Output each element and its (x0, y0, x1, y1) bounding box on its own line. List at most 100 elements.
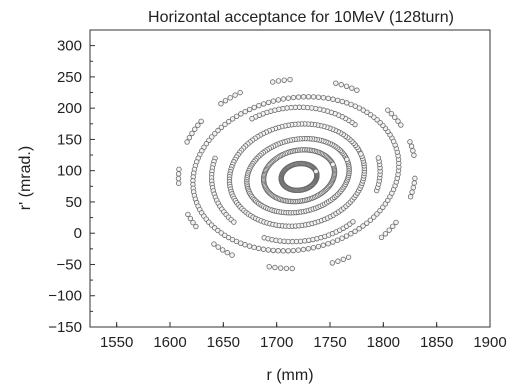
data-point-series-6 (367, 217, 374, 223)
data-point-series-6 (256, 102, 262, 109)
y-axis-title: r' (mrad.) (17, 146, 34, 210)
data-point-series-6 (364, 220, 370, 226)
data-point-series-7 (349, 85, 355, 91)
data-point-series-6 (206, 137, 212, 144)
data-point-series-7 (354, 87, 360, 93)
data-point-series-7 (343, 83, 350, 89)
data-point-series-7 (385, 107, 391, 113)
data-point-series-7 (338, 81, 344, 88)
data-point-series-1 (313, 168, 319, 175)
data-point-series-6 (275, 248, 281, 254)
x-tick-label: 1750 (313, 334, 346, 351)
x-axis: 1550 1600 1650 1700 1750 1800 1850 1900 (100, 322, 507, 351)
data-point-series-7 (340, 256, 346, 263)
data-point-series-7 (229, 252, 235, 258)
data-point-series-7 (412, 175, 418, 182)
data-point-series-7 (272, 264, 278, 271)
data-point-series-6 (310, 94, 317, 100)
data-point-series-6 (242, 242, 248, 248)
data-point-series-6 (212, 130, 218, 137)
data-point-series-7 (386, 227, 392, 233)
data-point-series-7 (345, 254, 352, 260)
data-point-series-7 (411, 180, 417, 186)
data-point-series-7 (283, 265, 290, 272)
y-tick-label: 50 (65, 194, 82, 211)
y-axis: 300 250 200 150 100 50 0 −50 −100 −150 (48, 38, 95, 336)
data-point-series-6 (374, 211, 380, 217)
data-point-series-6 (343, 233, 350, 239)
x-tick-label: 1800 (367, 334, 400, 351)
data-point-series-6 (390, 138, 397, 145)
data-point-series-7 (222, 97, 229, 104)
data-point-series-7 (189, 130, 195, 137)
y-tick-label: −100 (48, 288, 82, 305)
data-point-series-6 (343, 100, 350, 106)
data-point-series-7 (211, 241, 217, 247)
data-point-series-7 (378, 234, 385, 241)
y-tick-label: 150 (57, 131, 82, 148)
data-point-series-7 (219, 247, 226, 253)
data-point-series-7 (186, 134, 193, 141)
data-point-series-7 (390, 223, 396, 230)
x-tick-label: 1650 (207, 334, 240, 351)
data-point-series-6 (352, 228, 358, 234)
x-tick-label: 1600 (153, 334, 186, 351)
data-point-series-7 (192, 126, 198, 132)
x-tick-label: 1700 (260, 334, 293, 351)
x-axis-title: r (mm) (266, 367, 313, 384)
data-point-series-6 (334, 97, 341, 103)
data-point-series-7 (175, 171, 182, 177)
data-point-series-7 (175, 175, 182, 182)
x-tick-label: 1850 (420, 334, 453, 351)
data-point-series-6 (290, 247, 296, 254)
data-point-series-6 (215, 127, 221, 134)
data-point-series-6 (339, 235, 345, 241)
data-point-series-6 (320, 242, 326, 248)
data-point-series-6 (300, 94, 307, 100)
data-point-series-5 (249, 115, 255, 122)
data-point-series-7 (227, 95, 233, 101)
data-point-series-6 (380, 204, 386, 211)
data-point-series-7 (198, 118, 204, 124)
data-point-series-7 (232, 92, 238, 98)
data-point-series-7 (408, 143, 415, 149)
data-point-series-7 (409, 189, 415, 195)
data-point-series-3 (344, 156, 350, 163)
data-point-series-6 (305, 245, 312, 252)
data-point-series-6 (310, 245, 317, 251)
data-point-series-6 (348, 231, 354, 237)
data-point-series-6 (238, 111, 244, 117)
data-point-series-6 (371, 214, 377, 220)
data-point-series-6 (251, 104, 257, 111)
data-point-series-6 (285, 248, 291, 254)
data-point-series-6 (270, 247, 276, 254)
data-point-series-7 (281, 77, 287, 83)
data-point-series-6 (325, 95, 331, 102)
data-point-series-6 (280, 96, 287, 102)
data-point-series-6 (209, 134, 215, 140)
data-point-series-6 (265, 247, 272, 253)
data-point-series-7 (410, 147, 416, 154)
data-point-series-6 (377, 207, 383, 214)
data-point-series-6 (246, 106, 253, 113)
data-point-series-6 (315, 243, 322, 250)
data-point-series-6 (320, 94, 327, 101)
data-point-series-7 (175, 180, 182, 186)
data-point-series-7 (277, 265, 284, 271)
y-tick-label: 100 (57, 163, 82, 180)
data-point-series-7 (176, 166, 182, 172)
data-point-series-6 (251, 244, 257, 251)
y-tick-label: 0 (74, 225, 82, 242)
data-point-series-6 (285, 95, 292, 101)
x-tick-label: 1900 (473, 334, 506, 351)
data-point-series-6 (325, 241, 331, 247)
data-point-series-7 (388, 110, 395, 117)
data-point-series-6 (356, 226, 362, 232)
data-point-series-6 (256, 245, 262, 252)
data-point-series-6 (295, 94, 302, 100)
data-point-series-6 (300, 246, 307, 253)
data-point-series-6 (260, 246, 267, 252)
data-point-series-6 (334, 237, 341, 243)
data-point-series-6 (348, 101, 354, 108)
data-point-series-7 (382, 231, 389, 237)
